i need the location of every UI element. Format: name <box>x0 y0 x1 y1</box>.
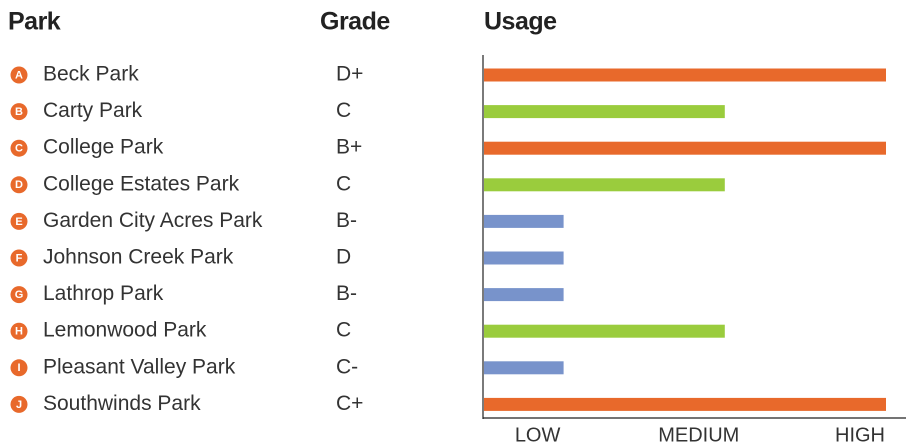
grade: B- <box>336 282 357 305</box>
bar <box>484 324 725 338</box>
letter-badge <box>10 176 28 194</box>
grade: C <box>336 172 351 195</box>
letter: H <box>15 326 23 338</box>
park-name: Pleasant Valley Park <box>43 355 236 378</box>
park-name: Carty Park <box>43 99 143 122</box>
letter: A <box>15 69 23 81</box>
grade: C <box>336 99 351 122</box>
park-name: Lemonwood Park <box>43 319 207 342</box>
park-name: Southwinds Park <box>43 392 201 415</box>
bar <box>484 288 564 302</box>
grade: B- <box>336 209 357 232</box>
grade: C <box>336 319 351 342</box>
bar <box>484 178 725 192</box>
letter: I <box>17 362 20 374</box>
x-tick-label: MEDIUM <box>658 424 739 446</box>
bar <box>484 361 564 375</box>
letter: C <box>15 143 23 155</box>
park-name: College Estates Park <box>43 172 240 195</box>
park-name: Johnson Creek Park <box>43 246 234 269</box>
bar <box>484 105 725 119</box>
bar <box>484 141 886 155</box>
park-name: Beck Park <box>43 63 139 86</box>
usage-header: Usage <box>484 8 557 36</box>
park-header: Park <box>8 8 61 36</box>
letter: J <box>16 399 22 411</box>
grade: D <box>336 246 351 269</box>
x-tick-label: HIGH <box>835 424 885 446</box>
park-name: Lathrop Park <box>43 282 164 305</box>
letter-badge <box>10 395 28 413</box>
bar <box>484 214 564 228</box>
letter: F <box>16 252 23 264</box>
grade: B+ <box>336 136 362 159</box>
park-name: Garden City Acres Park <box>43 209 263 232</box>
bar <box>484 397 886 411</box>
letter-badge <box>10 359 28 377</box>
letter-badge <box>10 212 28 230</box>
grade-header: Grade <box>320 8 390 36</box>
letter-badge <box>10 322 28 340</box>
letter: B <box>15 106 23 118</box>
letter-badge <box>10 286 28 304</box>
grade: C+ <box>336 392 363 415</box>
letter: D <box>15 179 23 191</box>
bar <box>484 251 564 265</box>
park-name: College Park <box>43 136 164 159</box>
letter-badge <box>10 66 28 84</box>
x-tick-label: LOW <box>515 424 561 446</box>
grade: C- <box>336 355 358 378</box>
bar <box>484 68 886 82</box>
letter-badge <box>10 249 28 267</box>
letter-badge <box>10 103 28 121</box>
grade: D+ <box>336 63 363 86</box>
letter: E <box>15 216 22 228</box>
letter-badge <box>10 139 28 157</box>
letter: G <box>15 289 24 301</box>
